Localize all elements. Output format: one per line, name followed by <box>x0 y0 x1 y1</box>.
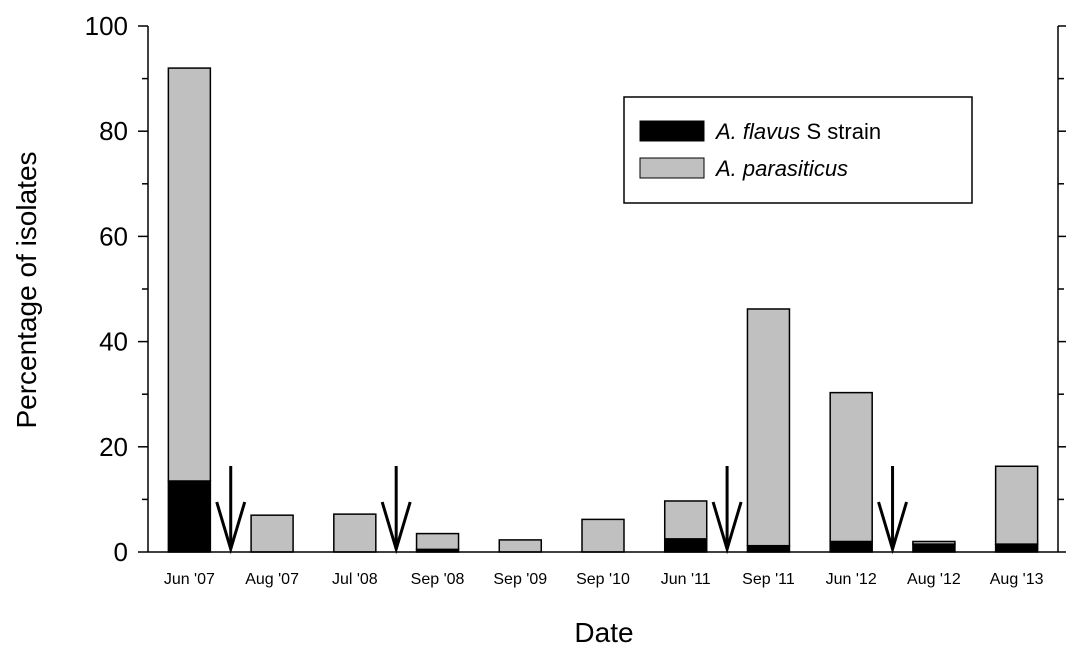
bar-flavus-10 <box>994 543 1039 553</box>
arrow-marker-2 <box>711 466 743 555</box>
bar-flavus-0 <box>167 480 212 553</box>
x-tick-label: Aug '13 <box>990 571 1044 588</box>
x-tick-label: Aug '07 <box>245 571 299 588</box>
legend-label-flavus-rest: S strain <box>800 119 881 144</box>
bar-flavus-6 <box>663 538 708 553</box>
bar-parasiticus-0 <box>167 67 212 482</box>
y-tick-label: 20 <box>99 432 128 462</box>
legend-label-parasiticus: A. parasiticus <box>714 156 848 181</box>
bar-parasiticus-5 <box>581 518 625 553</box>
x-tick-label: Sep '09 <box>493 571 547 588</box>
x-tick-label: Sep '10 <box>576 571 630 588</box>
y-tick-label: 60 <box>99 221 128 251</box>
x-tick-label: Jun '12 <box>826 571 877 588</box>
bar-flavus-9 <box>912 543 956 553</box>
bar-parasiticus-1 <box>250 514 294 553</box>
x-tick-label: Jun '07 <box>164 571 215 588</box>
x-tick-label: Jun '11 <box>661 571 711 588</box>
bar-parasiticus-4 <box>498 539 543 553</box>
legend-label-flavus-italic: A. flavus <box>714 119 800 144</box>
arrow-marker-0 <box>215 466 247 555</box>
x-axis-label: Date <box>574 617 633 648</box>
y-axis-label: Percentage of isolates <box>11 151 42 428</box>
y-tick-label: 40 <box>99 327 128 357</box>
y-tick-label: 0 <box>114 537 128 567</box>
x-tick-label: Sep '11 <box>742 571 795 588</box>
legend-swatch-parasiticus <box>639 157 705 179</box>
x-tick-label: Aug '12 <box>907 571 961 588</box>
bar-parasiticus-8 <box>829 391 873 543</box>
bar-parasiticus-2 <box>333 513 377 553</box>
bar-parasiticus-3 <box>415 532 460 551</box>
y-tick-group: 0 20 40 60 80 100 <box>85 11 1066 567</box>
bar-parasiticus-10 <box>994 465 1039 545</box>
arrow-marker-3 <box>877 466 908 555</box>
x-tick-label: Jul '08 <box>332 571 378 588</box>
legend-label-flavus: A. flavus S strain <box>714 119 881 144</box>
bar-group <box>167 67 1039 553</box>
arrow-marker-1 <box>380 466 412 555</box>
y-tick-label: 80 <box>99 116 128 146</box>
legend: A. flavus S strain A. parasiticus <box>623 96 973 204</box>
bar-parasiticus-7 <box>746 308 791 547</box>
bar-flavus-8 <box>829 540 873 553</box>
legend-box <box>623 96 973 204</box>
arrow-group <box>215 466 908 555</box>
bar-flavus-7 <box>746 544 791 553</box>
y-tick-label: 100 <box>85 11 128 41</box>
bar-parasiticus-9 <box>912 540 956 545</box>
x-tick-group: Jun '07 Aug '07 Jul '08 Sep '08 Sep '09 Sep '… <box>164 571 1044 588</box>
x-tick-label: Sep '08 <box>411 571 465 588</box>
legend-label-parasiticus-italic: A. parasiticus <box>714 156 848 181</box>
legend-swatch-flavus <box>639 120 705 142</box>
bar-parasiticus-6 <box>663 500 708 540</box>
